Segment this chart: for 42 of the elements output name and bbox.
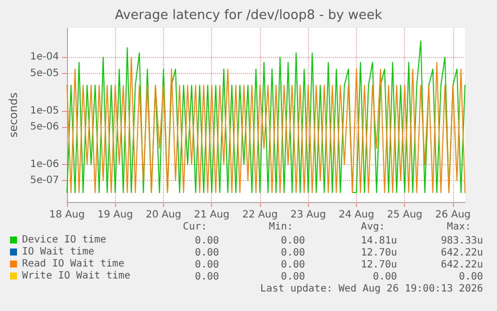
text: Last update: Wed Aug 26 19:00:13 2026 [260,284,484,294]
text: 0.00 [280,236,306,246]
text: 0.00 [372,272,398,282]
chart-title: Average latency for /dev/loop8 - by week [114,8,383,23]
text: 0.00 [280,248,306,258]
text: Min: [268,222,294,232]
legend-label: Write IO Wait time [22,270,130,282]
y-tick-label: 1e-05 [30,105,59,116]
text: 983.33u [440,236,484,246]
x-tick-label: 24 Aug [338,210,374,220]
text: 14.81u [360,236,397,246]
x-tick-label: 19 Aug [98,210,133,220]
legend-label: IO Wait time [22,246,94,258]
x-tick-label: 22 Aug [242,210,278,220]
y-tick-label: 1e-04 [30,52,59,63]
text: Avg: [360,222,386,232]
text: 0.00 [194,260,220,270]
x-tick-label: 25 Aug [386,210,422,220]
x-tick-label: 26 Aug [435,210,471,220]
text: Cur: [182,222,208,232]
text: 0.00 [280,260,306,270]
text: 12.70u [360,260,397,270]
text: 642.22u [440,248,484,258]
text: Max: [446,222,472,232]
x-tick-label: 18 Aug [49,210,85,220]
y-axis-title: seconds [7,92,20,138]
y-tick-label: 1e-06 [30,159,59,170]
text: 0.00 [194,248,220,258]
text: 0.00 [194,272,220,282]
text: 0.00 [280,272,306,282]
legend-label: Device IO time [22,234,106,246]
text: 642.22u [440,260,484,270]
y-tick-label: 5e-05 [30,68,59,79]
text: 0.00 [194,236,220,246]
x-tick-label: 20 Aug [146,210,182,220]
x-tick-label: 23 Aug [290,210,326,220]
x-tick-label: 21 Aug [194,210,230,220]
legend-label: Read IO Wait time [22,258,124,270]
text: 12.70u [360,248,397,258]
y-tick-label: 5e-07 [30,175,59,186]
text: 0.00 [458,272,484,282]
y-tick-label: 5e-06 [30,121,59,132]
